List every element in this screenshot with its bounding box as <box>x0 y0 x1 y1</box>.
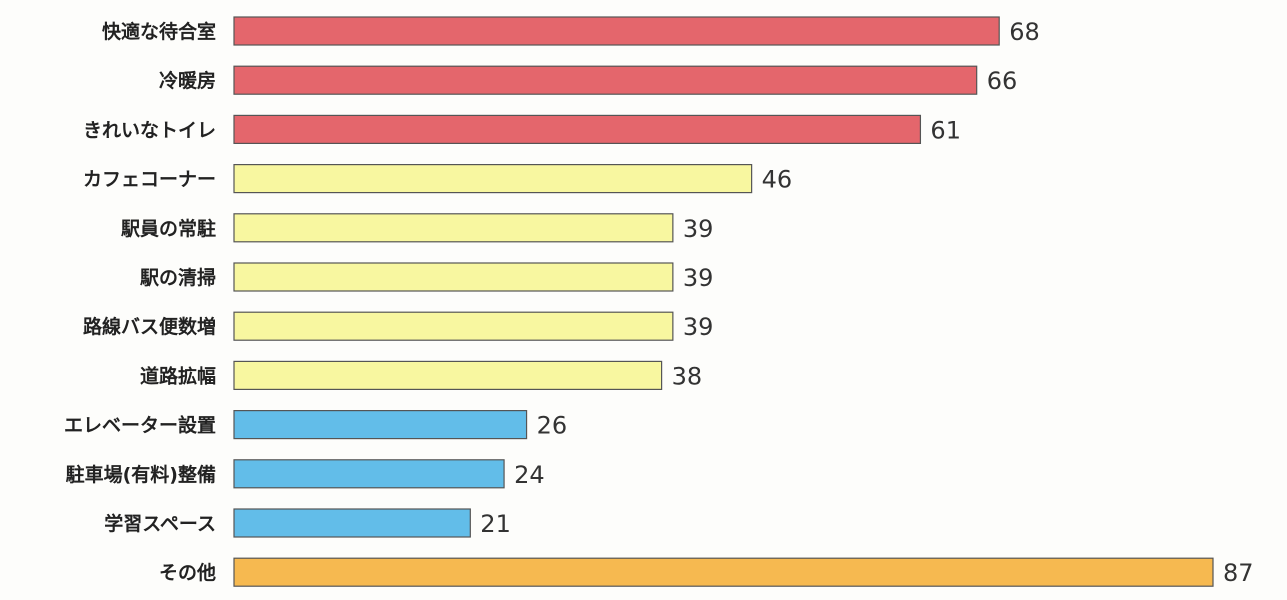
value-label: 87 <box>1223 559 1254 587</box>
category-label: 駅員の常駐 <box>120 217 216 240</box>
bar <box>233 410 528 440</box>
category-label: カフェコーナー <box>83 169 216 191</box>
category-label: 快適な待合室 <box>102 20 216 43</box>
value-label: 39 <box>683 215 714 243</box>
bar <box>233 164 753 194</box>
category-label: エレベーター設置 <box>64 414 216 437</box>
category-label: 冷暖房 <box>159 69 216 92</box>
value-label: 26 <box>537 412 568 440</box>
bar <box>233 114 922 145</box>
value-label: 68 <box>1009 18 1040 46</box>
bar <box>233 508 471 538</box>
category-label: 道路拡幅 <box>140 364 216 387</box>
value-label: 39 <box>683 264 714 292</box>
bar <box>233 459 505 489</box>
category-label: 駅の清掃 <box>139 266 216 289</box>
bar <box>233 65 978 95</box>
value-label: 61 <box>930 116 961 144</box>
bar <box>233 213 674 243</box>
category-label: 学習スペース <box>104 512 216 535</box>
category-label: その他 <box>159 561 216 584</box>
value-label: 39 <box>683 313 714 341</box>
bar <box>233 16 1000 46</box>
bar <box>233 311 674 341</box>
bar <box>233 360 663 390</box>
category-label: きれいなトイレ <box>83 119 216 141</box>
value-label: 66 <box>987 67 1018 95</box>
bar <box>233 557 1214 587</box>
value-label: 38 <box>672 362 703 390</box>
value-label: 24 <box>514 461 545 489</box>
value-label: 21 <box>480 510 511 538</box>
bar <box>233 262 674 292</box>
category-label: 路線バス便数増 <box>83 315 216 338</box>
category-label: 駐車場(有料)整備 <box>66 463 216 486</box>
value-label: 46 <box>762 166 793 194</box>
